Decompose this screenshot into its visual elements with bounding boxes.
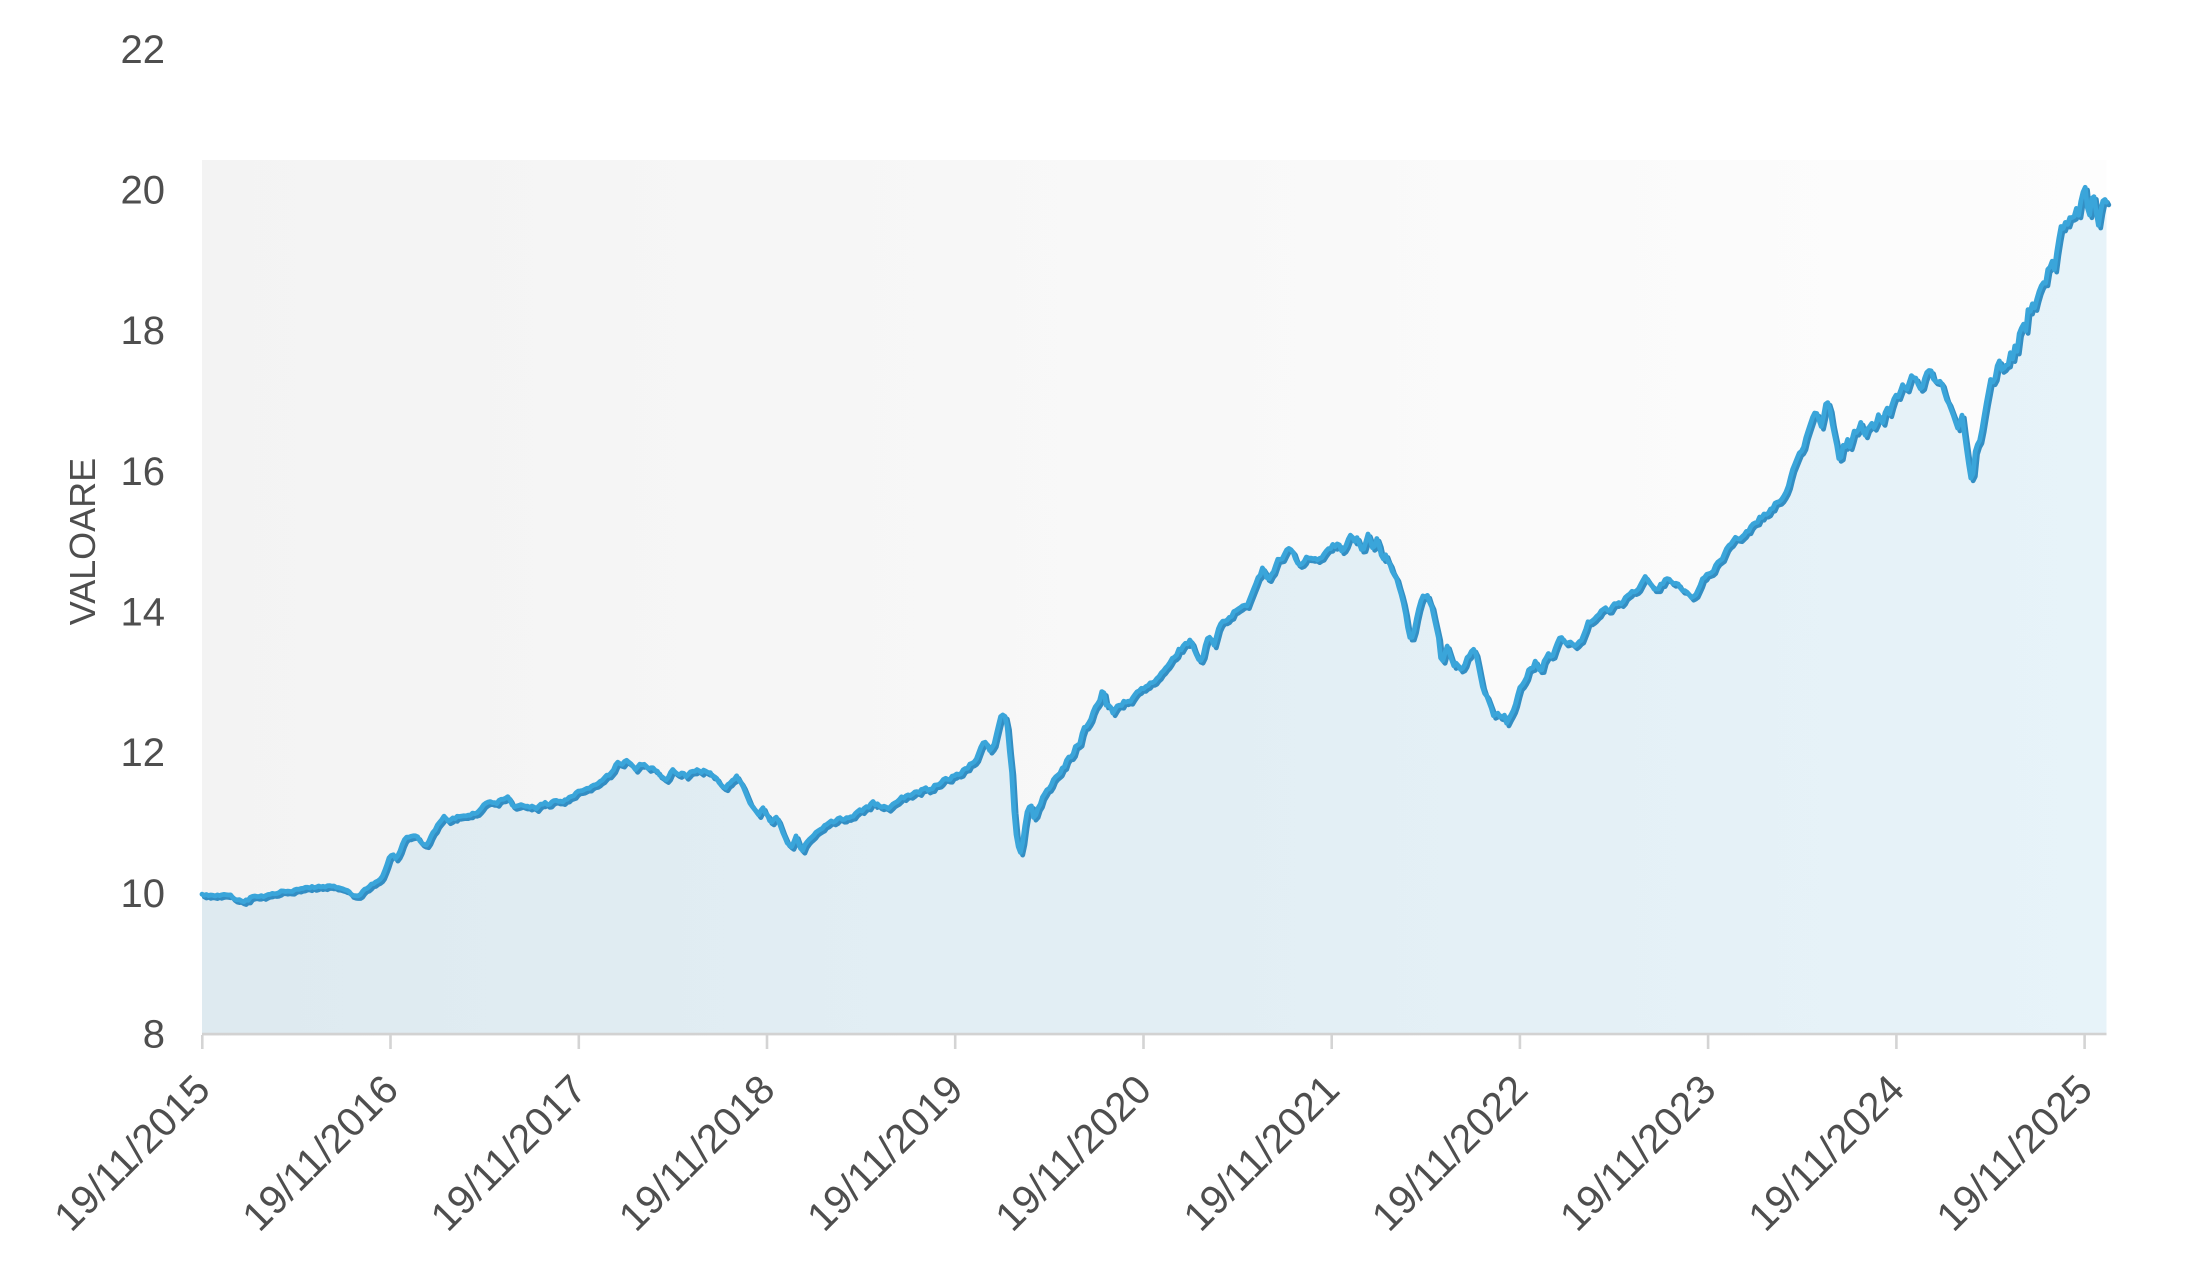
- svg-text:10: 10: [121, 872, 166, 916]
- svg-text:18: 18: [121, 309, 166, 353]
- svg-text:12: 12: [121, 731, 166, 775]
- svg-text:19/11/2015: 19/11/2015: [45, 1066, 219, 1240]
- svg-text:19/11/2020: 19/11/2020: [986, 1066, 1160, 1240]
- svg-text:19/11/2021: 19/11/2021: [1174, 1066, 1348, 1240]
- svg-text:19/11/2017: 19/11/2017: [421, 1066, 595, 1240]
- svg-text:19/11/2025: 19/11/2025: [1927, 1066, 2101, 1240]
- svg-text:16: 16: [121, 450, 166, 494]
- svg-text:20: 20: [121, 169, 166, 213]
- svg-text:19/11/2024: 19/11/2024: [1739, 1066, 1913, 1240]
- svg-text:19/11/2019: 19/11/2019: [798, 1066, 972, 1240]
- svg-text:19/11/2022: 19/11/2022: [1363, 1066, 1537, 1240]
- svg-text:19/11/2018: 19/11/2018: [610, 1066, 784, 1240]
- svg-text:8: 8: [143, 1013, 165, 1057]
- svg-text:14: 14: [121, 591, 166, 635]
- svg-text:VALOARE: VALOARE: [62, 458, 103, 625]
- svg-text:22: 22: [121, 28, 166, 72]
- svg-text:19/11/2023: 19/11/2023: [1551, 1066, 1725, 1240]
- svg-text:19/11/2016: 19/11/2016: [233, 1066, 407, 1240]
